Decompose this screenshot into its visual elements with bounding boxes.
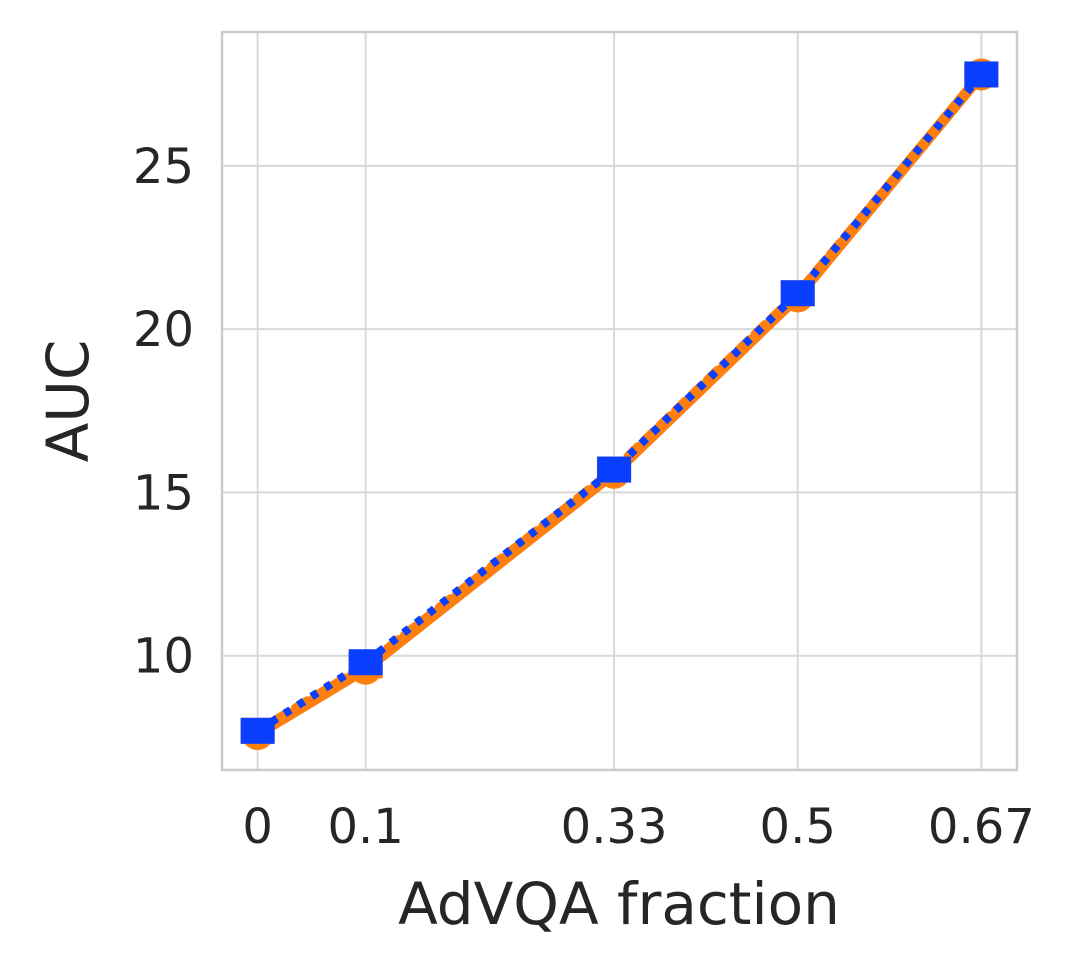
x-tick-label: 0.1	[327, 799, 403, 855]
x-tick-label: 0.67	[928, 799, 1035, 855]
x-axis-label: AdVQA fraction	[398, 870, 840, 938]
x-tick-label: 0.33	[561, 799, 668, 855]
series-dashed	[240, 61, 999, 744]
y-tick-label: 25	[133, 139, 194, 195]
plot-frame	[220, 30, 1019, 772]
y-axis-label: AUC	[34, 340, 102, 463]
y-tick-labels: 10 15 20 25	[133, 139, 194, 685]
data-point	[780, 280, 815, 307]
series-line	[255, 71, 985, 735]
series-solid	[241, 58, 998, 751]
y-tick-label: 20	[133, 302, 194, 358]
data-point	[964, 61, 999, 88]
x-tick-label: 0	[242, 799, 273, 855]
data-point	[597, 456, 632, 483]
data-point	[240, 717, 275, 744]
grid	[222, 32, 1017, 770]
y-tick-label: 15	[133, 465, 194, 521]
y-tick-label: 10	[133, 629, 194, 685]
x-tick-labels: 0 0.1 0.33 0.5 0.67	[242, 799, 1034, 855]
series-dotted	[240, 61, 999, 744]
data-point	[348, 649, 383, 676]
x-tick-label: 0.5	[760, 799, 836, 855]
series-layer	[240, 58, 999, 751]
